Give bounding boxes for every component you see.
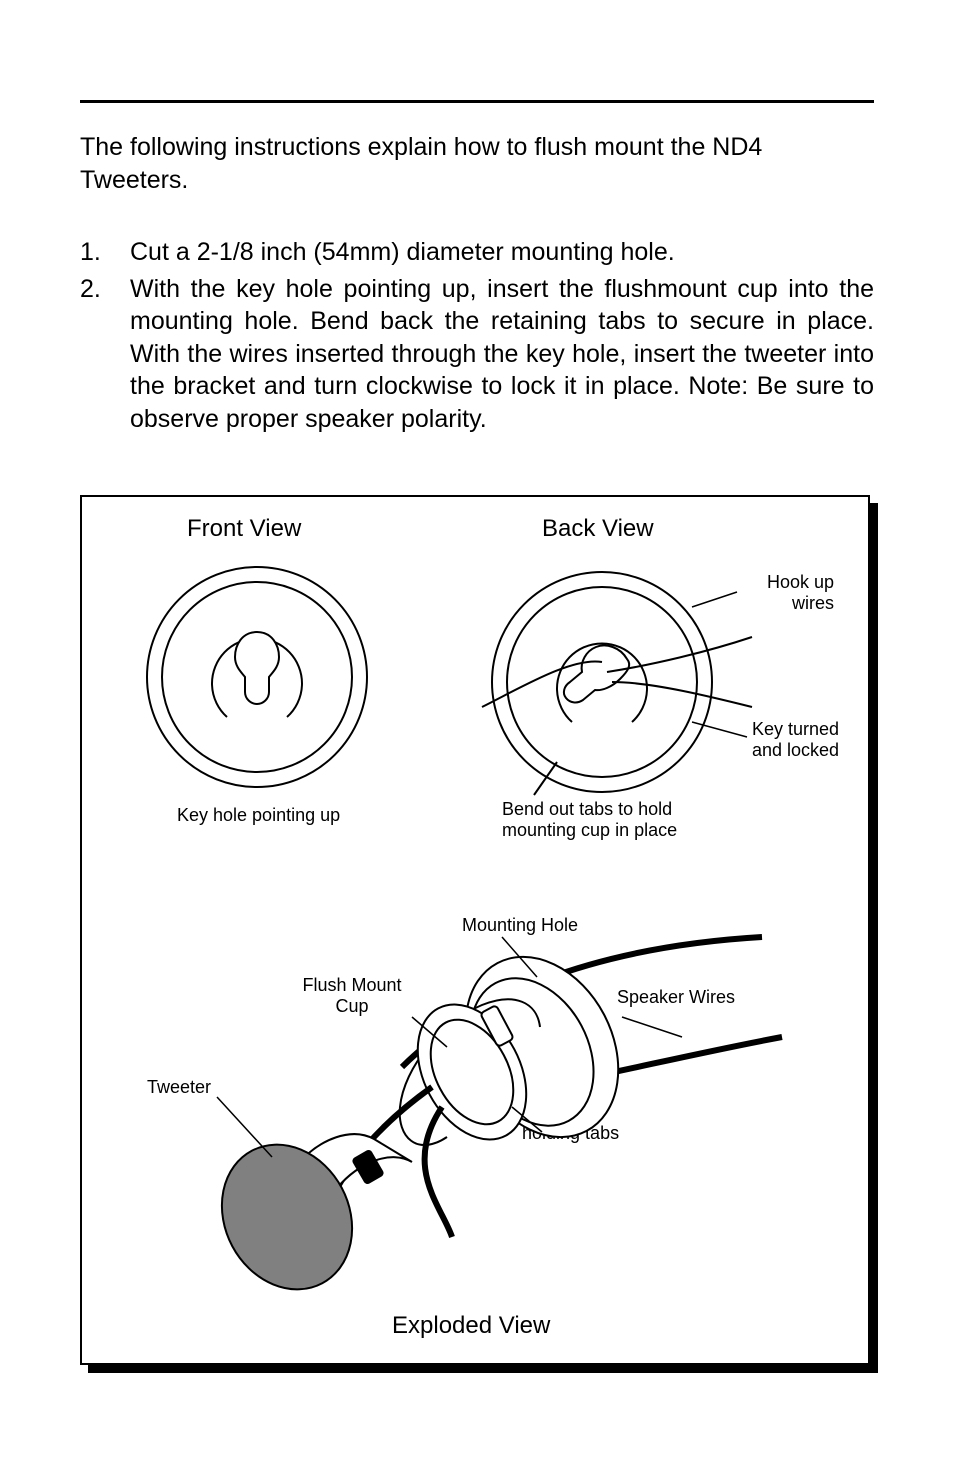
label-text: wires (792, 593, 834, 613)
key-turned-label: Key turned and locked (752, 719, 839, 760)
bend-tabs-label: Bend out tabs to hold mounting cup in pl… (502, 799, 677, 840)
step-text: Cut a 2-1/8 inch (54mm) diameter mountin… (130, 236, 874, 269)
exploded-view-title: Exploded View (392, 1312, 550, 1340)
step-text: With the key hole pointing up, insert th… (130, 273, 874, 436)
label-text: Key turned (752, 719, 839, 739)
exploded-view-icon (142, 907, 842, 1307)
step-number: 1. (80, 236, 130, 269)
list-item: 2. With the key hole pointing up, insert… (80, 273, 874, 436)
label-text: Hook up (767, 572, 834, 592)
label-text: Bend out tabs to hold (502, 799, 672, 819)
instruction-list: 1. Cut a 2-1/8 inch (54mm) diameter moun… (80, 236, 874, 435)
front-view-title: Front View (187, 515, 301, 543)
back-view-title: Back View (542, 515, 654, 543)
key-hole-label: Key hole pointing up (177, 805, 340, 826)
intro-paragraph: The following instructions explain how t… (80, 131, 874, 196)
label-text: and locked (752, 740, 839, 760)
label-text: mounting cup in place (502, 820, 677, 840)
figure-container: Front View Back View Key hole pointing u… (80, 495, 874, 1365)
step-number: 2. (80, 273, 130, 436)
hook-up-wires-label: Hook up wires (767, 572, 834, 613)
horizontal-rule (80, 100, 874, 103)
list-item: 1. Cut a 2-1/8 inch (54mm) diameter moun… (80, 236, 874, 269)
figure-panel: Front View Back View Key hole pointing u… (80, 495, 870, 1365)
front-view-icon (127, 547, 387, 807)
